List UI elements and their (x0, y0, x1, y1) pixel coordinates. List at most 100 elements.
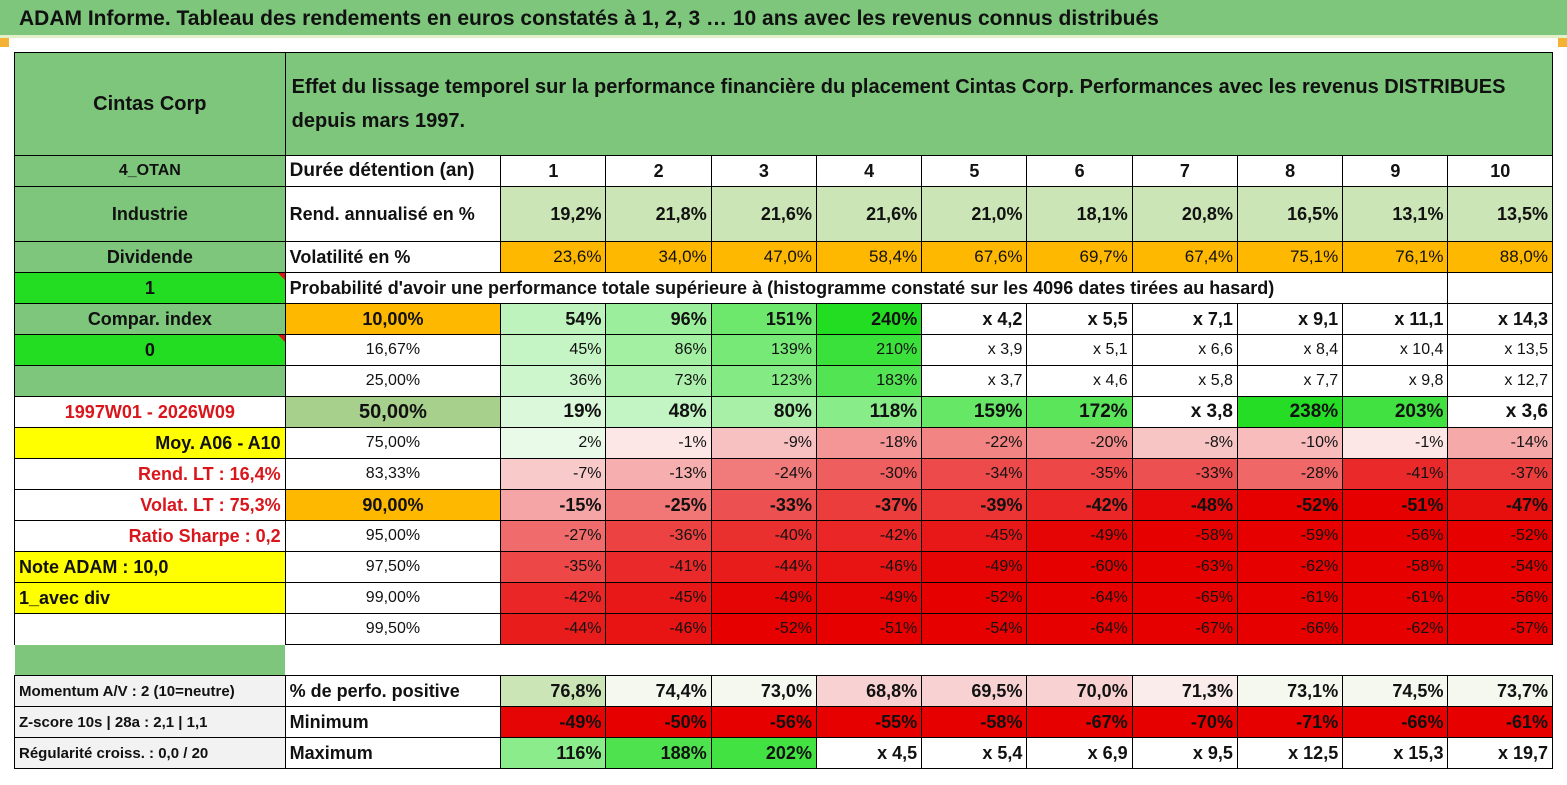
percentile-value: -63% (1131, 551, 1238, 583)
volatility-value: 23,6% (500, 241, 607, 273)
percentile-value: -61% (1236, 582, 1344, 614)
minimum-value: -56% (710, 706, 817, 738)
percentile-value: -49% (921, 551, 1028, 583)
percentile-value: -60% (1026, 551, 1133, 583)
percentile-value: -56% (1447, 582, 1553, 614)
percentile-value: -44% (500, 613, 607, 645)
year-header: 2 (605, 155, 712, 187)
annual-return-value: 16,5% (1236, 186, 1344, 242)
row-label: Volatilité en % (284, 241, 502, 273)
minimum-value: -49% (500, 706, 607, 738)
maximum-value: x 5,4 (921, 737, 1028, 769)
type-label: Dividende (14, 241, 286, 273)
positive-share-value: 74,5% (1342, 675, 1449, 707)
percentile-value: -42% (500, 582, 607, 614)
percentile-value: 80% (710, 396, 817, 428)
sector-label: Industrie (14, 186, 286, 242)
percentile-value: -65% (1131, 582, 1238, 614)
percentile-value: x 4,2 (921, 303, 1028, 335)
volatility-value: 67,6% (921, 241, 1028, 273)
volatility-value: 67,4% (1131, 241, 1238, 273)
percentile-value: -41% (605, 551, 712, 583)
annual-return-value: 18,1% (1026, 186, 1133, 242)
empty-cell (14, 613, 286, 645)
asset-name: Cintas Corp (14, 52, 286, 156)
row-label: Maximum (284, 737, 502, 769)
year-header: 1 (500, 155, 607, 187)
year-header: 5 (921, 155, 1028, 187)
percentile-value: 96% (605, 303, 712, 335)
percentile-label: 16,67% (284, 334, 502, 366)
row-label: Minimum (284, 706, 502, 738)
annual-return-value: 21,6% (710, 186, 817, 242)
percentile-value: -34% (921, 458, 1028, 490)
percentile-value: 54% (500, 303, 607, 335)
percentile-value: -42% (815, 520, 923, 552)
maximum-value: x 4,5 (815, 737, 923, 769)
percentile-value: -30% (815, 458, 923, 490)
period-label: 1997W01 - 2026W09 (14, 396, 286, 428)
percentile-value: -59% (1236, 520, 1344, 552)
row-label: % de perfo. positive (284, 675, 502, 707)
percentile-value: -49% (710, 582, 817, 614)
percentile-value: -14% (1447, 427, 1553, 459)
percentile-value: -25% (605, 489, 712, 521)
percentile-value: 139% (710, 334, 817, 366)
percentile-value: -42% (1026, 489, 1133, 521)
percentile-value: x 9,1 (1236, 303, 1344, 335)
row-label: Rend. annualisé en % (284, 186, 502, 242)
percentile-value: x 9,8 (1342, 365, 1449, 397)
percentile-value: -20% (1026, 427, 1133, 459)
minimum-value: -61% (1447, 706, 1553, 738)
percentile-value: 183% (815, 365, 923, 397)
percentile-value: 48% (605, 396, 712, 428)
year-header: 4 (815, 155, 923, 187)
percentile-value: -54% (1447, 551, 1553, 583)
percentile-label: 95,00% (284, 520, 502, 552)
blank-label (14, 365, 286, 397)
percentile-value: -64% (1026, 582, 1133, 614)
empty-cell (1342, 272, 1449, 304)
percentile-value: -66% (1236, 613, 1344, 645)
header-description: Effet du lissage temporel sur la perform… (284, 52, 1554, 156)
corner-marker (0, 38, 9, 47)
minimum-value: -70% (1131, 706, 1238, 738)
percentile-value: -37% (815, 489, 923, 521)
percentile-value: -45% (605, 582, 712, 614)
percentile-value: -52% (921, 582, 1028, 614)
percentile-label: 75,00% (284, 427, 502, 459)
indicator-label: Régularité croiss. : 0,0 / 20 (14, 737, 286, 769)
percentile-value: -61% (1342, 582, 1449, 614)
percentile-value: -18% (815, 427, 923, 459)
percentile-value: -47% (1447, 489, 1553, 521)
compar-index-label: Compar. index (14, 303, 286, 335)
positive-share-value: 71,3% (1131, 675, 1238, 707)
percentile-value: -1% (605, 427, 712, 459)
percentile-value: x 11,1 (1342, 303, 1449, 335)
probability-caption: Probabilité d'avoir une performance tota… (284, 272, 1343, 304)
percentile-value: 86% (605, 334, 712, 366)
percentile-label: 97,50% (284, 551, 502, 583)
percentile-value: x 3,8 (1131, 396, 1238, 428)
percentile-value: -52% (710, 613, 817, 645)
percentile-value: x 3,6 (1447, 396, 1553, 428)
indicator-label: Z-score 10s | 28a : 2,1 | 1,1 (14, 706, 286, 738)
percentile-value: -35% (500, 551, 607, 583)
maximum-value: 202% (710, 737, 817, 769)
percentile-value: -45% (921, 520, 1028, 552)
percentile-value: 2% (500, 427, 607, 459)
percentile-value: x 14,3 (1447, 303, 1553, 335)
percentile-value: -51% (815, 613, 923, 645)
percentile-value: 118% (815, 396, 923, 428)
maximum-value: x 12,5 (1236, 737, 1344, 769)
flag-one: 1 (14, 272, 286, 304)
percentile-value: x 8,4 (1236, 334, 1344, 366)
volatility-value: 69,7% (1026, 241, 1133, 273)
percentile-value: -44% (710, 551, 817, 583)
volat-lt-label: Volat. LT : 75,3% (14, 489, 286, 521)
empty-cell (1447, 272, 1553, 304)
minimum-value: -58% (921, 706, 1028, 738)
maximum-value: x 19,7 (1447, 737, 1553, 769)
percentile-value: -67% (1131, 613, 1238, 645)
positive-share-value: 73,1% (1236, 675, 1344, 707)
